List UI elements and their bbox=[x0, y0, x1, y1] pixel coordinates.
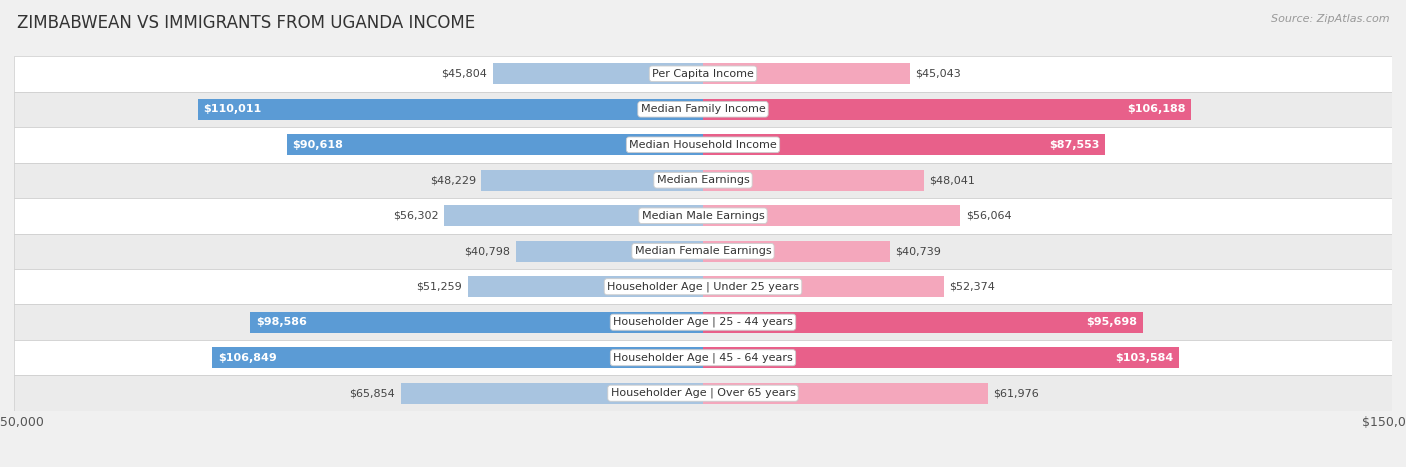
Bar bbox=[703, 134, 1105, 156]
FancyBboxPatch shape bbox=[14, 375, 1392, 411]
Text: $95,698: $95,698 bbox=[1085, 317, 1137, 327]
Bar bbox=[703, 276, 943, 297]
Bar bbox=[212, 347, 703, 368]
Text: $45,043: $45,043 bbox=[915, 69, 962, 79]
Bar bbox=[703, 170, 924, 191]
FancyBboxPatch shape bbox=[14, 163, 1392, 198]
Text: $40,739: $40,739 bbox=[896, 246, 942, 256]
Text: Median Family Income: Median Family Income bbox=[641, 104, 765, 114]
FancyBboxPatch shape bbox=[14, 234, 1392, 269]
Text: $87,553: $87,553 bbox=[1049, 140, 1099, 150]
Text: $65,854: $65,854 bbox=[349, 388, 395, 398]
Bar bbox=[492, 63, 703, 85]
Bar bbox=[468, 276, 703, 297]
Text: Householder Age | 25 - 44 years: Householder Age | 25 - 44 years bbox=[613, 317, 793, 327]
Bar bbox=[703, 63, 910, 85]
Bar bbox=[703, 382, 987, 404]
FancyBboxPatch shape bbox=[14, 304, 1392, 340]
Bar bbox=[703, 99, 1191, 120]
Text: $106,188: $106,188 bbox=[1126, 104, 1185, 114]
Text: $106,849: $106,849 bbox=[218, 353, 277, 363]
Text: Median Household Income: Median Household Income bbox=[628, 140, 778, 150]
FancyBboxPatch shape bbox=[14, 56, 1392, 92]
Bar bbox=[516, 241, 703, 262]
Bar bbox=[703, 311, 1143, 333]
Text: ZIMBABWEAN VS IMMIGRANTS FROM UGANDA INCOME: ZIMBABWEAN VS IMMIGRANTS FROM UGANDA INC… bbox=[17, 14, 475, 32]
FancyBboxPatch shape bbox=[14, 269, 1392, 304]
Text: $52,374: $52,374 bbox=[949, 282, 995, 292]
Text: $103,584: $103,584 bbox=[1115, 353, 1173, 363]
Text: $51,259: $51,259 bbox=[416, 282, 463, 292]
Text: $48,041: $48,041 bbox=[929, 175, 974, 185]
Bar bbox=[250, 311, 703, 333]
FancyBboxPatch shape bbox=[14, 340, 1392, 375]
Text: Per Capita Income: Per Capita Income bbox=[652, 69, 754, 79]
Text: Median Earnings: Median Earnings bbox=[657, 175, 749, 185]
Text: Median Female Earnings: Median Female Earnings bbox=[634, 246, 772, 256]
FancyBboxPatch shape bbox=[14, 127, 1392, 163]
FancyBboxPatch shape bbox=[14, 198, 1392, 234]
Text: Householder Age | 45 - 64 years: Householder Age | 45 - 64 years bbox=[613, 353, 793, 363]
Bar bbox=[703, 347, 1178, 368]
Bar bbox=[401, 382, 703, 404]
Bar bbox=[444, 205, 703, 226]
Text: Householder Age | Under 25 years: Householder Age | Under 25 years bbox=[607, 282, 799, 292]
Text: $61,976: $61,976 bbox=[993, 388, 1039, 398]
Bar bbox=[703, 241, 890, 262]
Text: $40,798: $40,798 bbox=[464, 246, 510, 256]
Bar bbox=[481, 170, 703, 191]
Text: $48,229: $48,229 bbox=[430, 175, 477, 185]
Text: Median Male Earnings: Median Male Earnings bbox=[641, 211, 765, 221]
Text: $90,618: $90,618 bbox=[292, 140, 343, 150]
Text: Householder Age | Over 65 years: Householder Age | Over 65 years bbox=[610, 388, 796, 398]
Text: $110,011: $110,011 bbox=[204, 104, 262, 114]
Bar bbox=[703, 205, 960, 226]
Text: $56,064: $56,064 bbox=[966, 211, 1012, 221]
Text: $45,804: $45,804 bbox=[441, 69, 486, 79]
Text: Source: ZipAtlas.com: Source: ZipAtlas.com bbox=[1271, 14, 1389, 24]
Text: $98,586: $98,586 bbox=[256, 317, 307, 327]
FancyBboxPatch shape bbox=[14, 92, 1392, 127]
Bar bbox=[198, 99, 703, 120]
Text: $56,302: $56,302 bbox=[394, 211, 439, 221]
Bar bbox=[287, 134, 703, 156]
